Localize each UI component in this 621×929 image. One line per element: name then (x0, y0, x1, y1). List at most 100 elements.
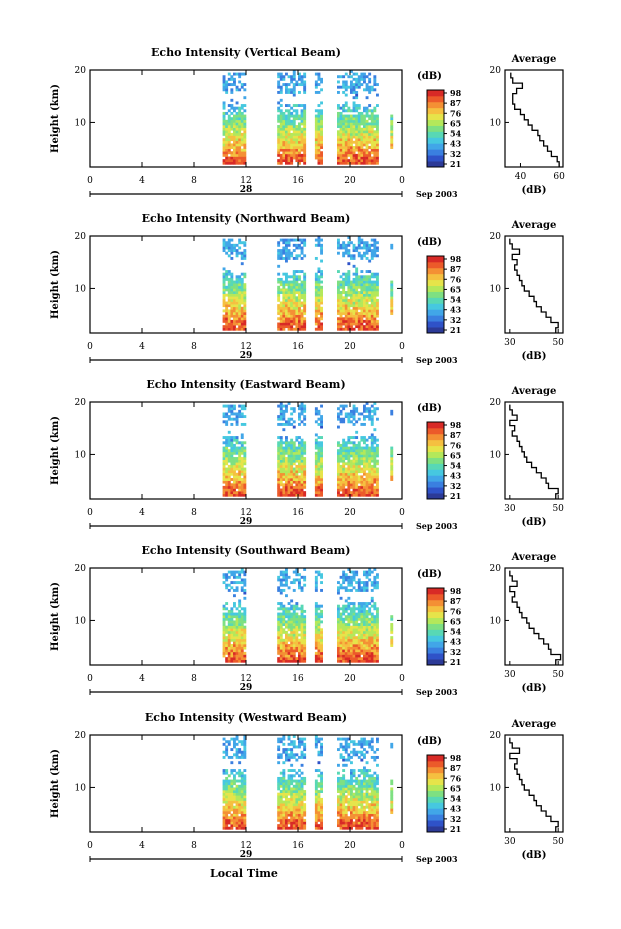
heatmap-cell (292, 821, 296, 825)
heatmap-cell (240, 478, 244, 481)
heatmap-cell (360, 493, 364, 497)
heatmap-cell (368, 475, 372, 479)
heatmap-cell (360, 808, 364, 812)
heatmap-cell (243, 630, 247, 634)
heatmap-cell (298, 288, 301, 292)
heatmap-cell (240, 826, 244, 830)
heatmap-cell (320, 470, 323, 474)
heatmap-cell (350, 256, 353, 260)
heatmap-cell (360, 312, 364, 315)
heatmap-cell (282, 293, 286, 297)
heatmap-cell (365, 301, 369, 305)
heatmap-cell (290, 480, 294, 484)
heatmap-cell (240, 568, 244, 571)
heatmap-cell (285, 283, 288, 287)
heatmap-cell (360, 161, 364, 165)
heatmap-cell (360, 146, 364, 149)
heatmap-cell (240, 254, 244, 258)
heatmap-cell (360, 140, 364, 144)
heatmap-cell (298, 127, 301, 131)
heatmap-cell (370, 243, 374, 247)
heatmap-cell (277, 800, 281, 804)
heatmap-cell (320, 280, 323, 284)
heatmap-cell (303, 317, 307, 321)
colorbar-label: 76 (450, 274, 462, 284)
heatmap-cell (347, 596, 351, 600)
heatmap-cell (230, 111, 234, 115)
heatmap-cell (243, 309, 247, 313)
heatmap-cell (298, 581, 301, 585)
heatmap-cell (357, 654, 361, 658)
heatmap-cell (240, 824, 244, 828)
heatmap-cell (222, 811, 226, 814)
heatmap-cell (303, 583, 307, 587)
heatmap-cell (360, 293, 364, 297)
heatmap-cell (282, 824, 286, 828)
heatmap-cell (298, 417, 301, 421)
heatmap-cell (373, 327, 377, 331)
heatmap-cell (227, 283, 231, 287)
heatmap-cell (227, 114, 231, 118)
heatmap-cell (287, 90, 291, 94)
heatmap-cell (303, 745, 307, 749)
heatmap-cell (235, 85, 239, 89)
heatmap-cell (344, 314, 348, 318)
heatmap-cell (337, 306, 340, 310)
heatmap-cell (344, 462, 348, 466)
heatmap-cell (238, 140, 242, 144)
heatmap-cell (355, 306, 359, 310)
colorbar-label: 98 (450, 586, 462, 596)
heatmap-cell (317, 148, 321, 152)
heatmap-cell (368, 156, 372, 160)
heatmap-cell (365, 156, 369, 160)
heatmap-cell (342, 575, 346, 579)
heatmap-cell (376, 581, 379, 585)
heatmap-cell (295, 464, 299, 468)
heatmap-cell (360, 602, 364, 605)
heatmap-cell (300, 249, 304, 253)
heatmap-cell (368, 813, 372, 817)
heatmap-cell (243, 787, 247, 791)
heatmap-cell (243, 748, 247, 752)
heatmap-cell (295, 256, 299, 260)
heatmap-cell (292, 491, 296, 495)
heatmap-cell (365, 617, 369, 621)
heatmap-cell (282, 607, 286, 611)
heatmap-cell (360, 813, 364, 817)
heatmap-cell (290, 296, 294, 300)
heatmap-cell (222, 238, 226, 242)
heatmap-cell (282, 301, 286, 305)
heatmap-cell (282, 478, 286, 481)
heatmap-cell (277, 745, 281, 749)
heatmap-cell (235, 483, 239, 487)
heatmap-cell (300, 816, 304, 820)
heatmap-cell (295, 296, 299, 300)
heatmap-cell (373, 472, 377, 476)
colorbar-unit: (dB) (417, 71, 442, 82)
heatmap-cell (279, 475, 283, 479)
heatmap-cell (282, 821, 286, 825)
heatmap-cell (238, 464, 242, 468)
heatmap-cell (285, 438, 288, 442)
heatmap-cell (347, 241, 351, 245)
heatmap-cell (238, 146, 242, 149)
heatmap-cell (238, 491, 242, 495)
heatmap-cell (365, 630, 369, 634)
heatmap-cell (240, 285, 244, 289)
heatmap-cell (368, 633, 372, 637)
heatmap-cell (390, 628, 394, 632)
heatmap-cell (279, 317, 283, 321)
heatmap-cell (303, 301, 307, 305)
heatmap-cell (240, 630, 244, 634)
heatmap-cell (285, 594, 288, 598)
heatmap-cell (227, 319, 231, 323)
heatmap-cell (355, 446, 359, 450)
heatmap-cell (292, 651, 296, 655)
heatmap-cell (279, 578, 283, 582)
heatmap-cell (230, 443, 234, 447)
heatmap-cell (235, 787, 239, 791)
heatmap-cell (295, 758, 299, 762)
heatmap-cell (352, 256, 356, 260)
heatmap-cell (277, 475, 281, 479)
heatmap-cell (303, 322, 307, 326)
